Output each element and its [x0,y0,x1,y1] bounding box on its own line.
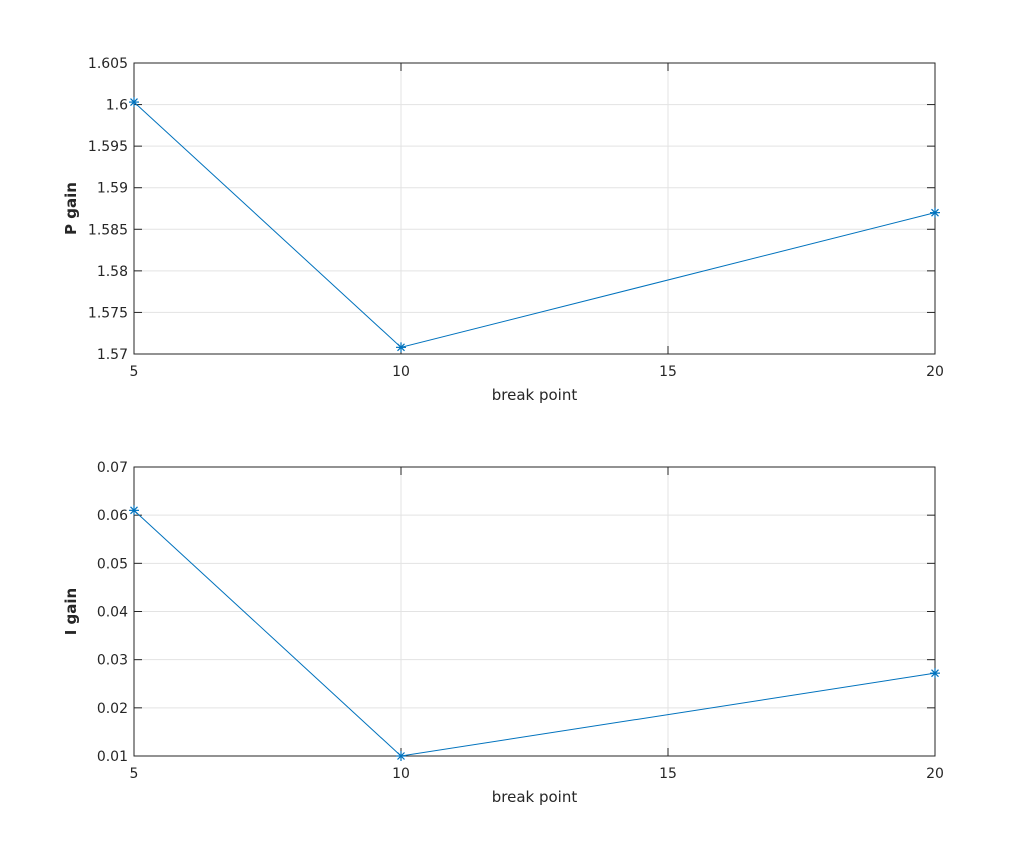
x-tick-label: 15 [659,766,677,782]
y-tick-label: 1.575 [88,305,128,321]
plot-area [134,63,935,354]
y-tick-label: 0.05 [97,556,128,572]
x-tick-label: 20 [926,364,944,380]
data-point-marker [396,342,406,353]
y-tick-label: 1.605 [88,56,128,72]
x-axis-label: break point [492,386,578,404]
y-tick-label: 0.03 [97,653,128,669]
x-tick-label: 10 [392,766,410,782]
y-tick-label: 1.59 [97,181,128,197]
x-axis-label: break point [492,788,578,806]
data-point-marker [129,505,139,516]
y-tick-label: 0.01 [97,749,128,765]
y-axis-label: I gain [62,588,80,635]
data-point-marker [930,668,940,679]
y-tick-label: 0.06 [97,508,128,524]
y-tick-label: 1.585 [88,222,128,238]
x-tick-label: 15 [659,364,677,380]
subplot-p-gain: 5 10 15 20 1.57 1.575 1.58 1.585 1.59 1.595 1.6 1.6… [62,56,944,404]
x-tick-label: 20 [926,766,944,782]
y-tick-label: 0.04 [97,605,128,621]
x-tick-label: 5 [130,364,139,380]
y-tick-label: 0.07 [97,460,128,476]
data-point-marker [396,751,406,761]
x-tick-label: 5 [130,766,139,782]
y-tick-label: 0.02 [97,701,128,717]
subplot-i-gain: 5 10 15 20 0.01 0.02 0.03 0.04 0.05 0.06 0.07 break… [62,460,944,806]
y-tick-label: 1.595 [88,139,128,155]
y-tick-label: 1.6 [106,98,128,114]
x-tick-label: 10 [392,364,410,380]
y-tick-label: 1.58 [97,264,128,280]
y-axis-label: P gain [62,182,80,235]
data-point-marker [930,207,940,218]
data-point-marker [129,97,139,108]
y-tick-label: 1.57 [97,347,128,363]
